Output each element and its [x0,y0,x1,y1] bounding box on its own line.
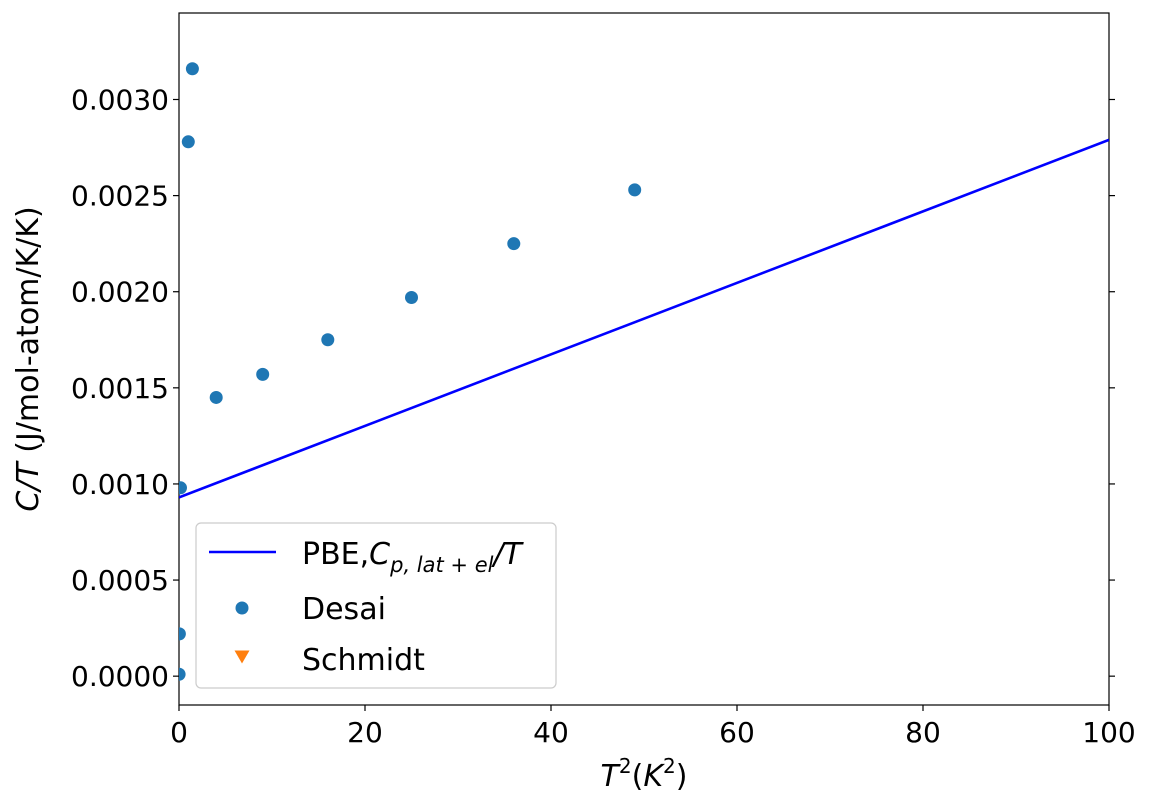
legend: PBE,Cp, lat + el/T Desai Schmidt [195,522,557,689]
y-tick-label: 0.0005 [71,564,169,597]
y-tick-label: 0.0025 [71,180,169,213]
x-tick-label: 100 [1082,716,1135,749]
x-tick-label: 40 [533,716,569,749]
x-axis-label: T2(K2) [601,754,688,794]
data-point-desai [179,627,186,641]
y-tick-label: 0.0010 [71,468,169,501]
y-axis-label-rest: (J/mol-atom/K/K) [11,206,46,462]
x-tick-label: 0 [170,716,188,749]
data-point-desai [628,183,642,197]
data-point-desai [256,367,270,381]
x-axis-label-unit: K [643,759,665,794]
x-axis-label-sup: 2 [619,754,632,778]
y-tick-label: 0.0015 [71,372,169,405]
data-point-desai [321,333,335,347]
legend-schmidt-marker [234,650,250,664]
data-point-desai [179,481,187,495]
legend-box [195,522,557,689]
legend-label-pbe-tail: /T [490,537,524,572]
plot-frame [178,12,1110,706]
data-point-desai [185,62,199,76]
x-axis-label-open: ( [632,759,644,794]
y-axis-label: C/T (J/mol-atom/K/K) [11,206,46,511]
data-point-desai [507,237,521,251]
y-axis-label-italic: C/T [11,460,46,512]
legend-desai-marker [235,601,249,615]
y-tick-label: 0.0030 [71,84,169,117]
legend-label-schmidt: Schmidt [302,643,425,678]
data-point-desai [179,667,186,681]
x-axis-label-main: T [601,759,622,794]
y-tick-label: 0.0000 [71,660,169,693]
legend-label-pbe-prefix: PBE, [302,537,369,572]
series-layer [179,62,1109,681]
data-point-desai [209,390,223,404]
data-point-desai [405,290,418,304]
legend-label-pbe: PBE,Cp, lat + el/T [302,537,525,577]
x-axis-label-unit-sup: 2 [663,754,676,778]
series-line-pbe [179,138,1109,499]
y-tick-label: 0.0020 [71,276,169,309]
legend-label-pbe-sub: p, lat + el [389,553,493,577]
x-axis-label-close: ) [676,759,688,794]
x-tick-label: 60 [719,716,755,749]
data-point-desai [181,135,195,149]
legend-label-desai: Desai [302,592,386,627]
y-axis-ticks: 0.0000 0.0005 0.0010 0.0015 0.0020 0.0025 0.00… [71,84,1115,693]
legend-label-pbe-c: C [369,537,390,572]
x-axis-ticks: 0 20 40 60 80 100 [170,705,1136,749]
x-tick-label: 20 [347,716,383,749]
x-tick-label: 80 [905,716,941,749]
